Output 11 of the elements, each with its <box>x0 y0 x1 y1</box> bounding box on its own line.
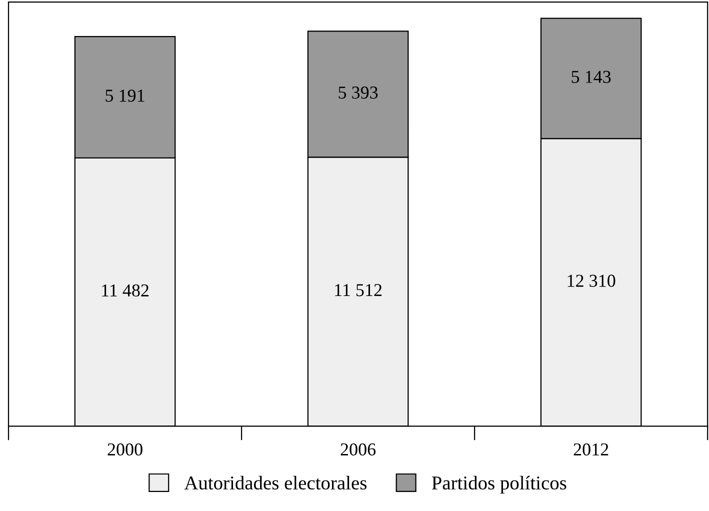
data-label: 5 143 <box>572 70 611 83</box>
x-tick-label: 2000 <box>108 443 142 456</box>
legend-label: Autoridades electorales <box>184 476 366 490</box>
data-label: 11 482 <box>102 284 149 297</box>
legend-label: Partidos políticos <box>432 476 566 494</box>
data-label: 11 512 <box>335 284 382 296</box>
x-tick-label: 2006 <box>340 443 376 456</box>
x-tick-label: 2012 <box>574 443 608 456</box>
data-label: 5 393 <box>338 86 378 99</box>
data-label: 12 310 <box>568 274 616 287</box>
data-label: 5 191 <box>106 90 144 102</box>
